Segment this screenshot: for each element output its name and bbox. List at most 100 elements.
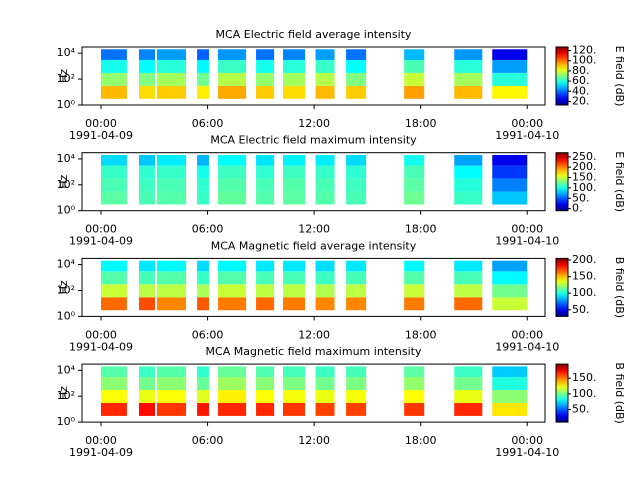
y-tick-label: 10⁰ bbox=[57, 415, 76, 428]
cell bbox=[283, 297, 306, 311]
cell bbox=[283, 271, 306, 285]
cell bbox=[346, 191, 367, 205]
cell bbox=[256, 390, 275, 403]
cell bbox=[315, 72, 335, 86]
plot-frame bbox=[81, 363, 546, 423]
x-date-label: 1991-04-10 bbox=[495, 235, 559, 248]
cell bbox=[346, 165, 367, 179]
cell bbox=[315, 165, 335, 179]
cell bbox=[454, 178, 483, 192]
cell bbox=[283, 178, 306, 192]
y-tick-label: 10² bbox=[57, 283, 75, 296]
cell bbox=[197, 85, 209, 99]
cell bbox=[492, 271, 528, 285]
x-tick-label: 00:00 bbox=[85, 328, 117, 341]
y-tick-label: 10⁴ bbox=[57, 46, 76, 59]
cell bbox=[315, 191, 335, 205]
cell bbox=[197, 297, 209, 311]
cell bbox=[218, 366, 247, 378]
y-tick-label: 10² bbox=[57, 72, 75, 85]
x-tick-label: 06:00 bbox=[192, 328, 224, 341]
colorbar-tick-label: 0. bbox=[572, 202, 583, 215]
cell bbox=[101, 154, 127, 166]
cell bbox=[283, 165, 306, 179]
cell bbox=[492, 297, 528, 311]
cell bbox=[454, 271, 483, 285]
cell bbox=[283, 154, 306, 166]
colorbar-label: E field (dB) bbox=[613, 46, 626, 107]
cell bbox=[346, 366, 367, 378]
x-tick-label: 06:00 bbox=[192, 223, 224, 236]
cell bbox=[197, 178, 209, 192]
cell bbox=[139, 284, 155, 298]
plot-frame bbox=[81, 257, 546, 317]
colorbar bbox=[555, 152, 569, 212]
colorbar bbox=[555, 46, 569, 106]
panel: MCA Electric field maximum intensity 10⁰ 1… bbox=[57, 134, 626, 248]
cell bbox=[256, 154, 275, 166]
cell bbox=[283, 72, 306, 86]
x-tick-label: 00:00 bbox=[85, 223, 117, 236]
cell bbox=[101, 390, 127, 403]
cell bbox=[197, 390, 209, 403]
colorbar-tick-label: 120. bbox=[572, 44, 597, 57]
cell bbox=[315, 390, 335, 403]
x-date-label: 1991-04-09 bbox=[69, 129, 133, 142]
y-axis-label: Hz bbox=[57, 174, 70, 188]
cell bbox=[315, 366, 335, 378]
cell bbox=[492, 366, 528, 378]
colorbar-label: B field (dB) bbox=[613, 362, 626, 423]
x-tick-label: 00:00 bbox=[85, 117, 117, 130]
x-date-label: 1991-04-09 bbox=[69, 235, 133, 248]
cell bbox=[404, 390, 425, 403]
cell bbox=[492, 377, 528, 391]
cell bbox=[404, 191, 425, 205]
cell bbox=[283, 366, 306, 378]
cell bbox=[492, 402, 528, 416]
cell bbox=[101, 49, 127, 60]
x-date-label: 1991-04-09 bbox=[69, 446, 133, 459]
cell bbox=[197, 49, 209, 60]
cell bbox=[218, 271, 247, 285]
cell bbox=[101, 260, 127, 272]
cell bbox=[256, 297, 275, 311]
cell bbox=[315, 271, 335, 285]
cell bbox=[197, 271, 209, 285]
cell bbox=[139, 178, 155, 192]
panel-title: MCA Magnetic field maximum intensity bbox=[206, 345, 422, 358]
cell bbox=[404, 366, 425, 378]
cell bbox=[218, 165, 247, 179]
cell bbox=[101, 377, 127, 391]
cell bbox=[197, 284, 209, 298]
cell bbox=[197, 165, 209, 179]
cell bbox=[218, 297, 247, 311]
cell bbox=[283, 85, 306, 99]
y-axis-label: Hz bbox=[57, 69, 70, 83]
cell bbox=[454, 154, 483, 166]
y-tick-label: 10⁰ bbox=[57, 309, 76, 322]
cell bbox=[346, 72, 367, 86]
cell bbox=[256, 85, 275, 99]
x-tick-label: 06:00 bbox=[192, 117, 224, 130]
cell bbox=[404, 178, 425, 192]
cell bbox=[197, 402, 209, 416]
colorbar-tick-label: 100. bbox=[572, 387, 597, 400]
cell bbox=[218, 72, 247, 86]
cell bbox=[218, 85, 247, 99]
cell bbox=[139, 366, 155, 378]
cell bbox=[346, 49, 367, 60]
cell bbox=[454, 377, 483, 391]
colorbar bbox=[555, 363, 569, 423]
colorbar-tick-label: 50. bbox=[572, 303, 590, 316]
colorbar-label: E field (dB) bbox=[613, 151, 626, 212]
panel: MCA Magnetic field average intensity 10⁰ 1… bbox=[57, 239, 626, 353]
cell bbox=[404, 284, 425, 298]
cell bbox=[256, 49, 275, 60]
cell bbox=[139, 260, 155, 272]
cell bbox=[256, 178, 275, 192]
y-tick-label: 10⁰ bbox=[57, 204, 76, 217]
cell bbox=[101, 165, 127, 179]
cell bbox=[139, 49, 155, 60]
cell bbox=[315, 260, 335, 272]
